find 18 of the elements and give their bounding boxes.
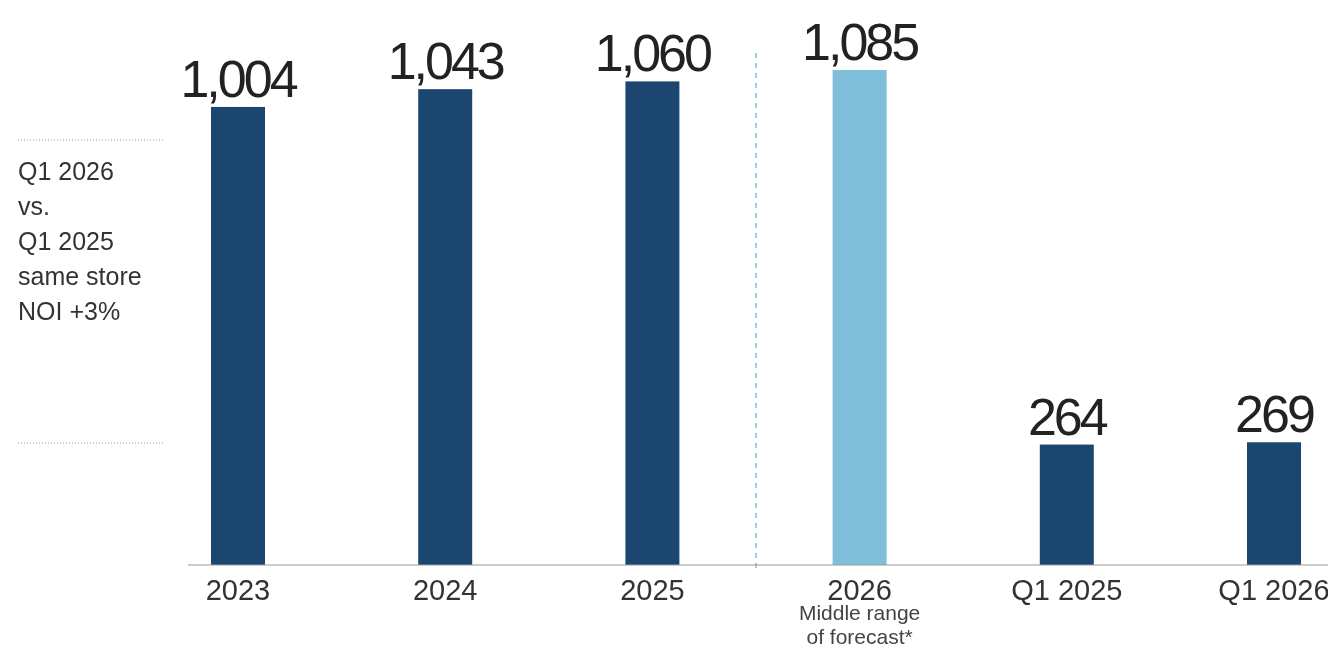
text: Q1 2026 vs. Q1 2025 same store NOI +3% (18, 157, 142, 325)
bar (418, 89, 473, 565)
bar (832, 70, 887, 565)
data-label: 264 (1027, 387, 1108, 446)
x-tick-label: 2025 (620, 574, 685, 606)
x-tick-label: 2023 (205, 574, 271, 606)
data-label: 269 (1235, 385, 1314, 444)
x-tick-label: Q1 2025 (1011, 574, 1123, 606)
data-label: 1,085 (802, 13, 919, 71)
bar (1247, 442, 1301, 565)
x-tick-label: Q1 2026 (1218, 574, 1330, 606)
bar (211, 106, 265, 565)
data-label: 1,060 (594, 24, 712, 83)
data-label: 1,004 (180, 49, 298, 108)
bar (625, 81, 680, 565)
bar (1039, 444, 1094, 565)
data-label: 1,043 (387, 32, 504, 91)
x-tick-label: 2024 (412, 574, 478, 606)
